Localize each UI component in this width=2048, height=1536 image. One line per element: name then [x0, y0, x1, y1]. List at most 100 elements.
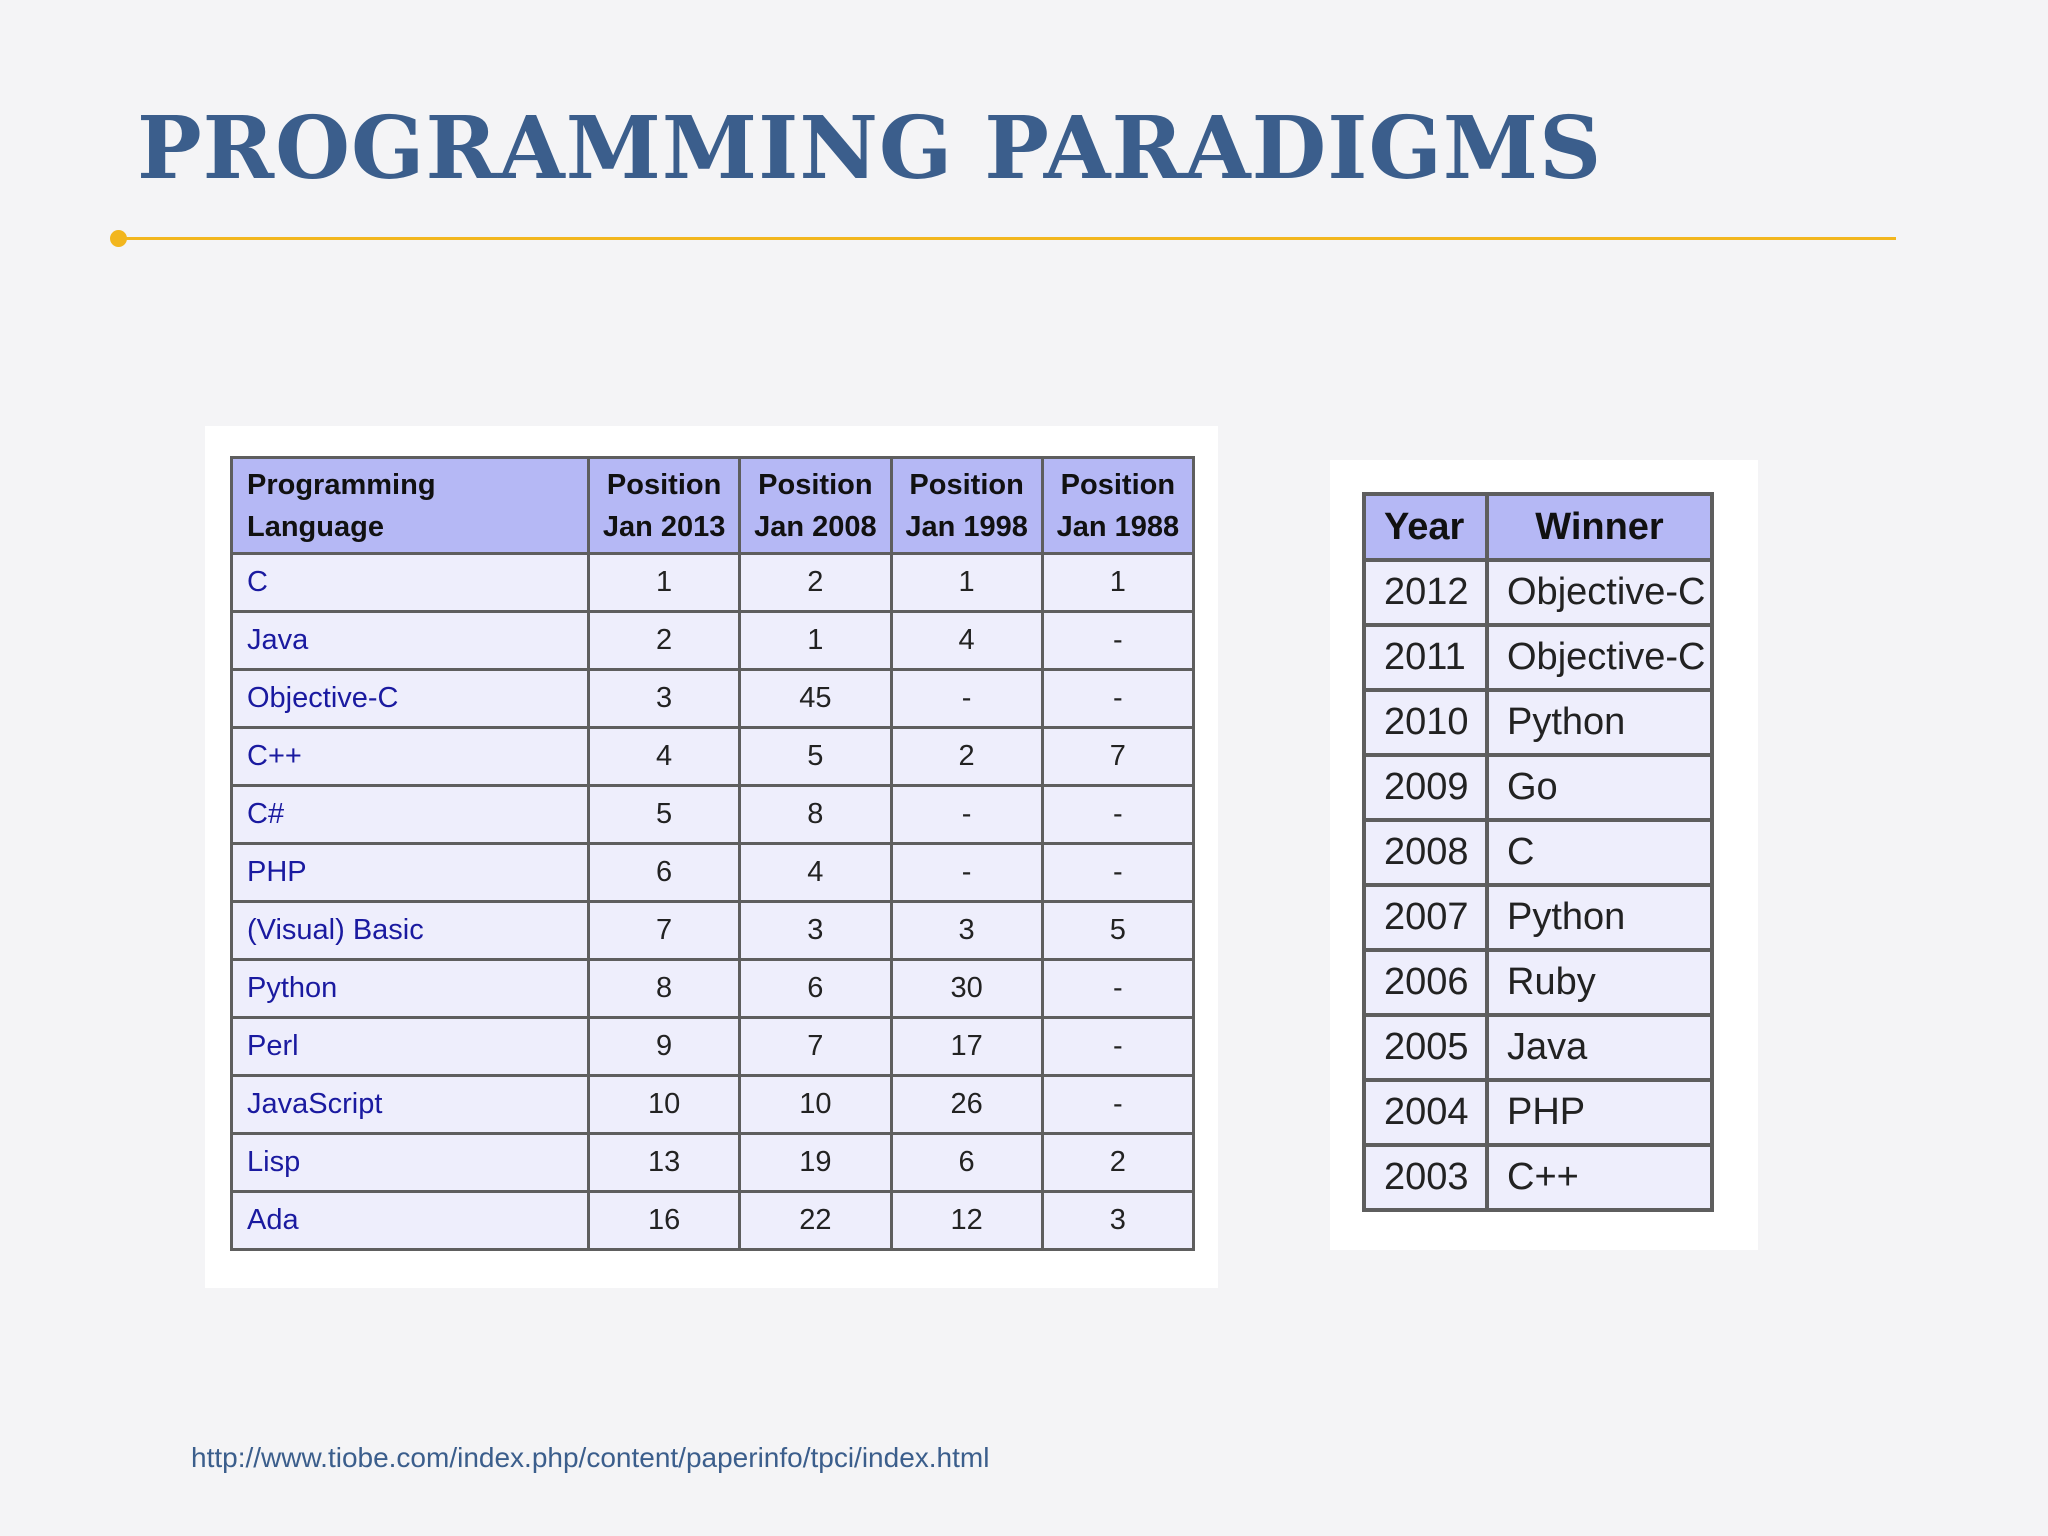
position-1998-cell: -	[889, 784, 1044, 845]
table-row: JavaScript 10 10 26-	[230, 1074, 1196, 1135]
year-cell: 2010	[1362, 688, 1489, 757]
header-position-jan-1988: Position Jan 1988	[1040, 456, 1196, 555]
winner-cell: C	[1485, 818, 1714, 887]
year-cell: 2004	[1362, 1078, 1489, 1147]
underline-dot	[110, 230, 127, 247]
year-cell: 2009	[1362, 753, 1489, 822]
position-1998-cell: -	[889, 668, 1044, 729]
source-url[interactable]: http://www.tiobe.com/index.php/content/p…	[191, 1442, 990, 1473]
position-1998-cell: 3	[889, 900, 1044, 961]
language-cell[interactable]: Python	[230, 958, 590, 1019]
language-cell[interactable]: C++	[230, 726, 590, 787]
position-1988-cell: 2	[1040, 1132, 1196, 1193]
table-row: 2010 Python	[1362, 688, 1714, 757]
table-row: 2004 PHP	[1362, 1078, 1714, 1147]
position-2013-cell: 4	[586, 726, 742, 787]
position-2008-cell: 7	[738, 1016, 893, 1077]
language-cell[interactable]: Lisp	[230, 1132, 590, 1193]
table-row: 2008 C	[1362, 818, 1714, 887]
header-line: Jan 2008	[754, 510, 877, 543]
position-1998-cell: 6	[889, 1132, 1044, 1193]
table-row: 2009 Go	[1362, 753, 1714, 822]
position-1988-cell: 3	[1040, 1190, 1196, 1251]
position-1988-cell: 5	[1040, 900, 1196, 961]
header-line: Position	[909, 468, 1024, 501]
position-2013-cell: 10	[586, 1074, 742, 1135]
header-position-jan-2013: Position Jan 2013	[586, 456, 742, 555]
position-1998-cell: 4	[889, 610, 1044, 671]
position-2013-cell: 16	[586, 1190, 742, 1251]
header-position-jan-1998: Position Jan 1998	[889, 456, 1044, 555]
position-1988-cell: -	[1040, 668, 1196, 729]
table-row: 2005 Java	[1362, 1013, 1714, 1082]
winner-cell: Python	[1485, 883, 1714, 952]
winner-cell: Go	[1485, 753, 1714, 822]
position-2013-cell: 2	[586, 610, 742, 671]
table-row: 2003 C++	[1362, 1143, 1714, 1212]
position-2008-cell: 4	[738, 842, 893, 903]
position-2013-cell: 5	[586, 784, 742, 845]
position-1998-cell: 26	[889, 1074, 1044, 1135]
table-row: C# 5 8- -	[230, 784, 1196, 845]
ranking-table-header-row: Programming Language Position Jan 2013 Po…	[230, 456, 1196, 555]
year-cell: 2007	[1362, 883, 1489, 952]
header-programming-language: Programming Language	[230, 456, 590, 555]
winner-cell: Objective-C	[1485, 623, 1714, 692]
position-2013-cell: 7	[586, 900, 742, 961]
position-2013-cell: 1	[586, 552, 742, 613]
header-line: Jan 1988	[1056, 510, 1180, 543]
position-2008-cell: 3	[738, 900, 893, 961]
winner-cell: Objective-C	[1485, 558, 1714, 627]
winner-cell: Ruby	[1485, 948, 1714, 1017]
winners-table-header-row: Year Winner	[1362, 492, 1714, 562]
language-cell[interactable]: JavaScript	[230, 1074, 590, 1135]
position-2008-cell: 2	[738, 552, 893, 613]
position-1998-cell: 2	[889, 726, 1044, 787]
language-cell[interactable]: Objective-C	[230, 668, 590, 729]
header-year: Year	[1362, 492, 1489, 562]
position-2008-cell: 8	[738, 784, 893, 845]
language-cell[interactable]: C#	[230, 784, 590, 845]
position-1988-cell: -	[1040, 1074, 1196, 1135]
position-2008-cell: 19	[738, 1132, 893, 1193]
position-1988-cell: -	[1040, 842, 1196, 903]
language-cell[interactable]: Java	[230, 610, 590, 671]
position-2008-cell: 22	[738, 1190, 893, 1251]
table-row: Objective-C 3 45- -	[230, 668, 1196, 729]
header-winner: Winner	[1485, 492, 1714, 562]
header-position-jan-2008: Position Jan 2008	[738, 456, 893, 555]
year-cell: 2012	[1362, 558, 1489, 627]
position-2008-cell: 6	[738, 958, 893, 1019]
title-underline	[118, 237, 1896, 240]
language-cell[interactable]: Perl	[230, 1016, 590, 1077]
language-cell[interactable]: (Visual) Basic	[230, 900, 590, 961]
header-line: Position	[1060, 468, 1176, 501]
winners-table-panel: Year Winner 2012 Objective-C 2011 Objective…	[1330, 460, 1758, 1250]
year-cell: 2008	[1362, 818, 1489, 887]
position-1998-cell: 12	[889, 1190, 1044, 1251]
ranking-table-body: C 1 2 1 1 Java 2 1 4- Objective-C 3 45- - C++ 4 5 2 7 C# 5 8…	[230, 552, 1196, 1251]
position-1988-cell: -	[1040, 958, 1196, 1019]
language-cell[interactable]: PHP	[230, 842, 590, 903]
header-line: Position	[606, 468, 722, 501]
table-row: C++ 4 5 2 7	[230, 726, 1196, 787]
position-2013-cell: 3	[586, 668, 742, 729]
position-1998-cell: 1	[889, 552, 1044, 613]
position-1998-cell: 17	[889, 1016, 1044, 1077]
language-cell[interactable]: C	[230, 552, 590, 613]
position-1998-cell: -	[889, 842, 1044, 903]
position-2013-cell: 13	[586, 1132, 742, 1193]
winner-cell: Python	[1485, 688, 1714, 757]
language-cell[interactable]: Ada	[230, 1190, 590, 1251]
position-1988-cell: 7	[1040, 726, 1196, 787]
header-line: Position	[758, 468, 873, 501]
table-row: 2006 Ruby	[1362, 948, 1714, 1017]
winner-cell: PHP	[1485, 1078, 1714, 1147]
table-row: (Visual) Basic 7 3 3 5	[230, 900, 1196, 961]
table-row: Java 2 1 4-	[230, 610, 1196, 671]
position-1998-cell: 30	[889, 958, 1044, 1019]
year-cell: 2003	[1362, 1143, 1489, 1212]
table-row: 2007 Python	[1362, 883, 1714, 952]
table-row: 2011 Objective-C	[1362, 623, 1714, 692]
